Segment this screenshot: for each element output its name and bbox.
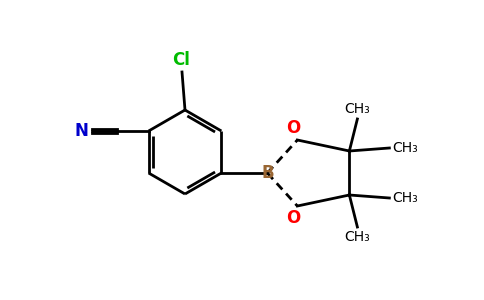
Text: O: O [286, 209, 301, 227]
Text: CH₃: CH₃ [345, 230, 370, 244]
Text: B: B [261, 164, 273, 182]
Text: CH₃: CH₃ [393, 141, 418, 155]
Text: Cl: Cl [172, 51, 190, 69]
Text: O: O [286, 119, 301, 137]
Text: N: N [75, 122, 89, 140]
Text: CH₃: CH₃ [393, 191, 418, 205]
Text: CH₃: CH₃ [345, 102, 370, 116]
